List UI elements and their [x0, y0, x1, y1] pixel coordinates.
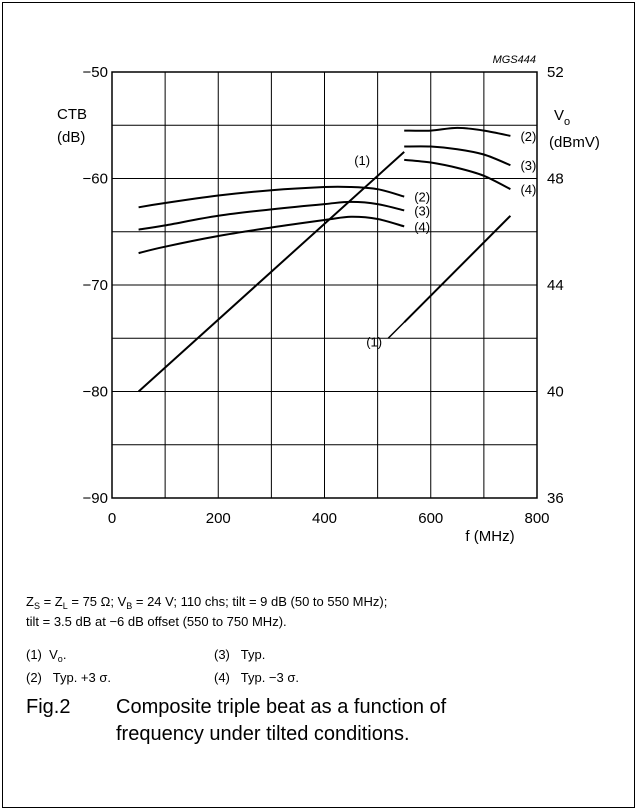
series-line-6	[404, 158, 511, 190]
x-tick-label: 800	[524, 510, 549, 527]
series-label-0: (2)	[414, 190, 430, 205]
left-axis-label-line1: CTB	[57, 106, 87, 123]
series-line-3	[137, 151, 405, 393]
plot-border	[111, 71, 538, 499]
left-tick-label: −90	[83, 490, 108, 507]
left-tick-label: −50	[83, 64, 108, 81]
series-label-5: (3)	[520, 158, 536, 173]
x-tick-label: 400	[312, 510, 337, 527]
conditions-line2: tilt = 3.5 dB at −6 dB offset (550 to 75…	[26, 614, 287, 629]
right-tick-label: 44	[547, 277, 564, 294]
legend-item-1: (1) Vo.	[26, 647, 67, 664]
x-tick-label: 200	[206, 510, 231, 527]
x-tick-label: 0	[108, 510, 116, 527]
x-axis-label: f (MHz)	[465, 528, 514, 545]
series-line-5	[404, 145, 511, 167]
left-tick-label: −60	[83, 171, 108, 188]
series-line-7	[403, 215, 512, 324]
chart-ticks: 0 200 400 600 800 −90 −80 −70 −60 −50 36 40 44 48 52	[83, 64, 564, 527]
series-label-3: (1)	[354, 153, 370, 168]
series-label-1: (3)	[414, 203, 430, 218]
legend-item-2: (2) Typ. +3 σ.	[26, 670, 111, 685]
series-label-2: (4)	[414, 219, 430, 234]
right-axis-label-main: Vo	[554, 107, 570, 128]
right-axis-label-sub: o	[564, 116, 570, 128]
left-tick-label: −70	[83, 277, 108, 294]
caption-number: Fig.2	[26, 696, 71, 718]
legend-item-4: (4) Typ. −3 σ.	[214, 670, 299, 685]
right-tick-label: 40	[547, 384, 564, 401]
series-line-1	[138, 200, 405, 231]
series-label-4: (2)	[520, 129, 536, 144]
right-axis-label-unit: (dBmV)	[549, 134, 600, 151]
chart-series: (2)(3)(4)(1)(2)(3)(4)(1)	[137, 126, 536, 393]
caption-text: Composite triple beat as a function of f…	[116, 696, 447, 745]
legend-item-3: (3) Typ.	[214, 647, 266, 662]
series-line-2	[138, 215, 405, 255]
test-conditions: ZS = ZL = 75 Ω; VB = 24 V; 110 chs; tilt…	[26, 594, 387, 630]
right-axis-label-v: V	[554, 107, 564, 124]
chart-grid	[112, 72, 537, 498]
series-label-7: (1)	[366, 334, 382, 349]
right-tick-label: 48	[547, 171, 564, 188]
right-tick-label: 52	[547, 64, 564, 81]
right-tick-label: 36	[547, 490, 564, 507]
conditions-line1: ZS = ZL = 75 Ω; VB = 24 V; 110 chs; tilt…	[26, 594, 388, 611]
ctb-chart: (2)(3)(4)(1)(2)(3)(4)(1) 0 200 400 600 800−9…	[57, 54, 600, 545]
series-leader-7	[387, 321, 405, 339]
series-line-0	[138, 185, 405, 209]
series-label-6: (4)	[520, 182, 536, 197]
x-tick-label: 600	[418, 510, 443, 527]
left-axis-label-line2: (dB)	[57, 129, 85, 146]
left-tick-label: −80	[83, 384, 108, 401]
figure-code: MGS444	[493, 54, 536, 66]
series-line-4	[404, 126, 511, 137]
